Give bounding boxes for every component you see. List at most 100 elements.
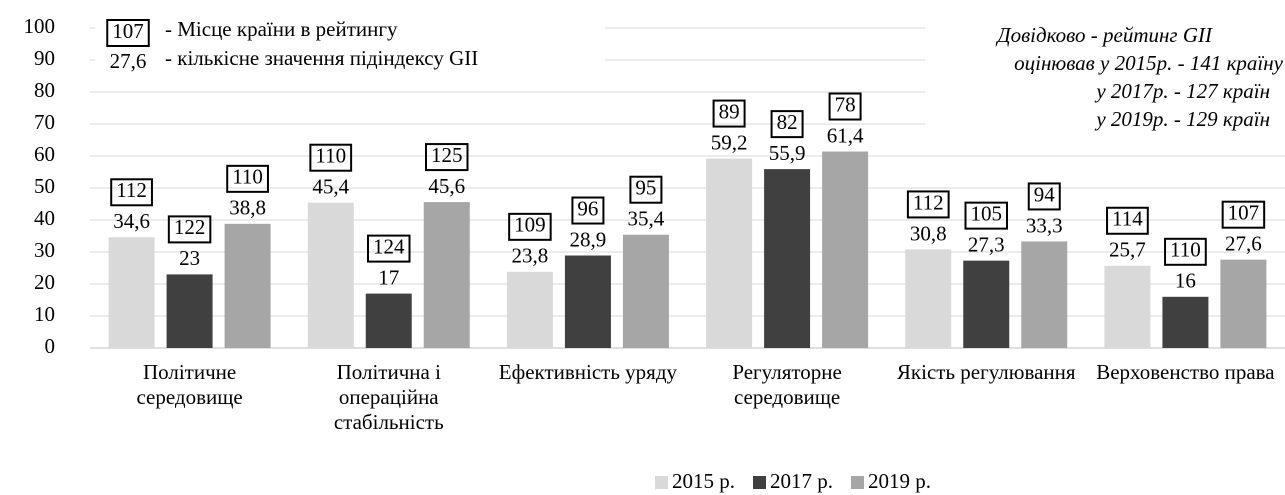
y-tick-label: 70 (34, 110, 55, 134)
value-label: 17 (378, 265, 399, 289)
note-line: Довідково - рейтинг GII (995, 23, 1213, 47)
rank-box (828, 92, 862, 121)
rank-label: 125 (431, 143, 463, 167)
bar (963, 260, 1010, 348)
rank-box (309, 143, 353, 172)
rank-label: 95 (635, 176, 656, 200)
x-tick-label: Політична і операційна стабільність (333, 360, 444, 434)
bar (1104, 265, 1151, 348)
x-tick-label: Якість регулювання (896, 360, 1076, 384)
y-tick-label: 50 (34, 174, 55, 198)
bar (108, 237, 155, 348)
x-tick-label: Верховенство права (1096, 360, 1275, 384)
rank-label: 105 (971, 201, 1003, 225)
value-label: 45,6 (428, 174, 465, 198)
rank-box (629, 175, 663, 204)
bar (764, 169, 811, 348)
rank-label: 122 (174, 215, 206, 239)
y-tick-label: 40 (34, 206, 55, 230)
key-text: - кількісне значення підіндексу GII (165, 46, 478, 70)
value-label: 34,6 (113, 209, 150, 233)
bar (1021, 241, 1068, 348)
rank-box (1106, 206, 1149, 235)
bar (706, 158, 753, 348)
rank-label: 110 (1170, 238, 1201, 262)
rank-label: 109 (514, 213, 546, 237)
bar (166, 274, 213, 348)
rank-box (167, 215, 212, 244)
bar (822, 151, 869, 348)
rank-label: 114 (1112, 207, 1143, 231)
value-label: 59,2 (711, 130, 748, 154)
rank-label: 89 (719, 99, 740, 123)
value-label: 45,4 (312, 175, 349, 199)
y-tick-label: 20 (34, 270, 55, 294)
bar (905, 249, 952, 348)
note-bg (925, 18, 1285, 136)
value-label: 23 (179, 246, 200, 270)
legend-label: 2017 р. (770, 469, 833, 493)
x-tick-label: Регуляторне середовище (732, 360, 842, 409)
value-label: 30,8 (910, 221, 947, 245)
y-tick-label: 90 (34, 46, 55, 70)
rank-box (425, 143, 469, 172)
rank-label: 124 (373, 234, 405, 258)
rank-label: 96 (577, 196, 598, 220)
rank-label: 112 (116, 178, 147, 202)
y-tick-label: 10 (34, 302, 55, 326)
legend-swatch (655, 476, 668, 489)
rank-box (770, 110, 804, 139)
value-label: 16 (1175, 269, 1196, 293)
value-label: 25,7 (1109, 238, 1146, 262)
rank-label: 110 (232, 165, 263, 189)
value-label: 28,9 (570, 227, 607, 251)
rank-box (712, 99, 746, 128)
rank-label: 78 (835, 92, 856, 116)
y-tick-label: 30 (34, 238, 55, 262)
rank-box (367, 234, 411, 263)
value-label: 27,6 (1225, 231, 1262, 255)
bar (307, 202, 354, 348)
bar (1220, 259, 1267, 348)
bar (1162, 296, 1209, 348)
rank-box (964, 201, 1008, 230)
y-tick-label: 80 (34, 78, 55, 102)
value-label: 35,4 (628, 207, 665, 231)
rank-label: 112 (913, 190, 944, 214)
rank-box (1027, 182, 1061, 211)
key-text: - Місце країни в рейтингу (165, 17, 398, 41)
bar (622, 234, 669, 348)
x-tick-label: Політичне середовище (136, 360, 243, 409)
rank-label: 107 (1228, 200, 1260, 224)
value-label: 27,3 (968, 232, 1005, 256)
value-label: 55,9 (769, 141, 806, 165)
value-label: 61,4 (827, 123, 864, 147)
rank-box (110, 178, 153, 207)
bar (365, 293, 412, 348)
bar (224, 223, 271, 348)
rank-box (1164, 237, 1207, 266)
y-tick-label: 0 (45, 334, 56, 358)
note-line: у 2017р. - 127 країн (1094, 79, 1270, 103)
rank-box (906, 190, 950, 219)
value-label: 23,8 (512, 244, 549, 268)
key-bg (95, 12, 605, 82)
rank-box (1221, 200, 1266, 229)
rank-label: 107 (112, 19, 144, 43)
value-label: 33,3 (1026, 213, 1063, 237)
rank-label: 94 (1034, 182, 1056, 206)
legend-swatch (851, 476, 864, 489)
x-tick-label: Ефективність уряду (498, 360, 678, 384)
y-tick-label: 100 (24, 14, 56, 38)
bar (564, 255, 611, 348)
note-line: оцінював у 2015р. - 141 країну (1014, 51, 1284, 75)
legend-swatch (753, 476, 766, 489)
rank-label: 82 (777, 110, 798, 134)
legend-label: 2015 р. (672, 469, 735, 493)
bar (423, 202, 470, 348)
note-line: у 2019р. - 129 країн (1094, 107, 1270, 131)
rank-box (508, 212, 552, 241)
legend-label: 2019 р. (868, 469, 931, 493)
